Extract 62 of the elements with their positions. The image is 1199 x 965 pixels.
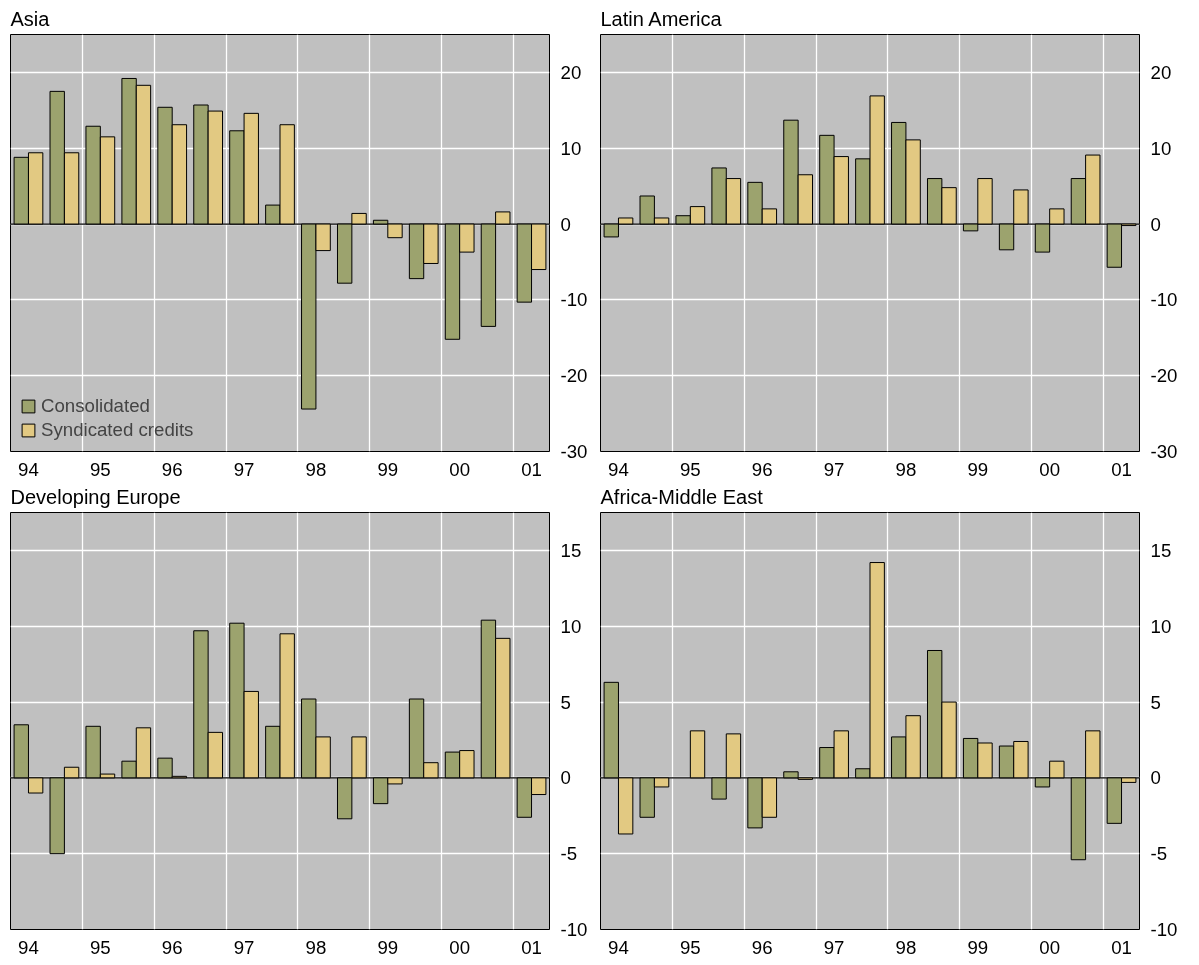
x-tick-label: 97 [823, 458, 845, 480]
x-tick-label: 00 [449, 936, 471, 958]
y-tick-label: 20 [560, 61, 582, 83]
x-tick-label: 01 [521, 458, 542, 480]
x-tick-label: 01 [1111, 936, 1132, 958]
y-tick-label: 5 [1150, 691, 1161, 713]
x-tick-label: 94 [18, 936, 39, 958]
legend-label: Syndicated credits [41, 419, 194, 441]
x-tick-label: 95 [679, 458, 701, 480]
x-tick-label: 94 [608, 936, 629, 958]
x-tick-label: 96 [161, 458, 183, 480]
x-tick-label: 97 [823, 936, 845, 958]
y-tick-label: -10 [560, 289, 588, 311]
y-tick-label: -5 [560, 843, 578, 865]
chart-title: Africa-Middle East [600, 485, 764, 508]
x-tick-label: 01 [521, 936, 542, 958]
x-tick-label: 99 [967, 936, 989, 958]
x-tick-label: 94 [608, 458, 629, 480]
y-tick-label: 15 [1150, 539, 1172, 561]
y-tick-label: -20 [1150, 365, 1178, 387]
y-tick-label: 20 [1150, 61, 1172, 83]
x-tick-label: 94 [18, 458, 39, 480]
x-tick-label: 98 [895, 936, 917, 958]
x-tick-label: 00 [1039, 458, 1061, 480]
x-tick-label: 95 [679, 936, 701, 958]
x-tick-label: 99 [377, 936, 399, 958]
x-tick-label: 97 [233, 936, 255, 958]
y-tick-label: 15 [560, 539, 582, 561]
y-tick-label: -10 [560, 919, 588, 940]
y-tick-label: -30 [560, 441, 588, 462]
x-tick-label: 99 [967, 458, 989, 480]
x-tick-label: 96 [161, 936, 183, 958]
x-tick-label: 98 [895, 458, 917, 480]
x-tick-label: 96 [751, 936, 773, 958]
y-tick-label: 10 [1150, 137, 1172, 159]
y-tick-label: 0 [560, 767, 571, 789]
chart-title: Latin America [600, 7, 723, 30]
x-tick-label: 98 [305, 458, 327, 480]
y-tick-label: 0 [1150, 213, 1161, 235]
x-tick-label: 98 [305, 936, 327, 958]
x-tick-label: 01 [1111, 458, 1132, 480]
x-tick-label: 00 [449, 458, 471, 480]
y-tick-label: 5 [560, 691, 571, 713]
x-tick-label: 00 [1039, 936, 1061, 958]
y-tick-label: -5 [1150, 843, 1168, 865]
y-tick-label: -10 [1150, 289, 1178, 311]
x-tick-label: 97 [233, 458, 255, 480]
y-tick-label: 0 [1150, 767, 1161, 789]
x-tick-label: 96 [751, 458, 773, 480]
y-tick-label: 0 [560, 213, 571, 235]
legend-label: Consolidated [41, 395, 150, 417]
y-tick-label: 10 [560, 137, 582, 159]
y-tick-label: 10 [1150, 615, 1172, 637]
x-tick-label: 99 [377, 458, 399, 480]
chart-title: Developing Europe [10, 485, 181, 508]
x-tick-label: 95 [89, 458, 111, 480]
y-tick-label: -20 [560, 365, 588, 387]
y-tick-label: -30 [1150, 441, 1178, 462]
y-tick-label: -10 [1150, 919, 1178, 940]
x-tick-label: 95 [89, 936, 111, 958]
chart-title: Asia [10, 7, 51, 30]
y-tick-label: 10 [560, 615, 582, 637]
